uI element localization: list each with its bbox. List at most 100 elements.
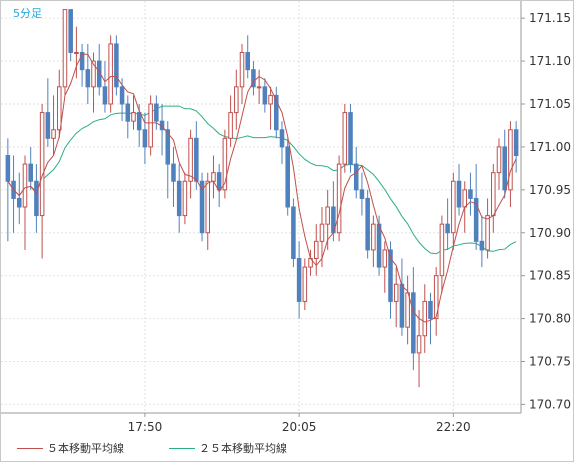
- candle-body-down: [359, 189, 365, 199]
- candle-body-down: [194, 137, 199, 182]
- legend-label-ma5: ５本移動平均線: [47, 442, 124, 455]
- candle-body-up: [148, 103, 153, 148]
- candle-body-up: [91, 60, 96, 88]
- candle-body-up: [422, 300, 428, 337]
- candle-body-down: [468, 189, 473, 199]
- grid-lines: [1, 1, 521, 413]
- candle-body-up: [302, 266, 308, 302]
- candle-body-down: [165, 129, 171, 165]
- legend-item-ma25: ２５本移動平均線: [169, 440, 287, 456]
- y-tick-label: 170.90: [529, 226, 571, 240]
- candle-body-down: [502, 146, 507, 191]
- candle-body-up: [496, 146, 502, 174]
- candle-body-down: [296, 258, 302, 302]
- candle-body-down: [388, 249, 393, 302]
- candle-body-up: [393, 283, 399, 302]
- candle-body-down: [17, 197, 22, 208]
- candle-body-down: [125, 103, 131, 122]
- candle-body-down: [119, 86, 125, 105]
- candle-body-up: [256, 86, 262, 89]
- candle-body-down: [176, 180, 182, 217]
- y-tick-label: 170.75: [529, 355, 571, 369]
- candle-body-up: [234, 86, 239, 114]
- candle-body-up: [22, 163, 28, 208]
- y-tick-label: 171.15: [529, 11, 571, 25]
- y-tick-label: 170.80: [529, 312, 571, 326]
- candle-body-up: [491, 172, 496, 217]
- x-tick-label: 22:20: [436, 420, 471, 434]
- candle-body-down: [136, 112, 142, 131]
- candles: [5, 9, 519, 388]
- candle-body-up: [188, 137, 193, 182]
- candle-body-down: [348, 112, 353, 165]
- y-tick-label: 171.05: [529, 97, 571, 111]
- candle-body-up: [228, 112, 233, 139]
- candle-body-up: [211, 172, 216, 182]
- candle-body-up: [313, 240, 319, 259]
- ma5-series: [7, 53, 517, 323]
- candle-body-down: [199, 180, 205, 234]
- timeframe-label: 5分足: [13, 7, 42, 20]
- candle-body-up: [56, 86, 62, 131]
- candle-body-down: [28, 163, 33, 182]
- candle-body-down: [353, 163, 359, 191]
- candle-body-up: [319, 223, 325, 242]
- candle-body-up: [451, 180, 456, 234]
- candle-body-up: [405, 292, 410, 328]
- y-axis-ticks: 171.15 171.10 171.05 171.00 170.95 170.90 170.…: [521, 11, 571, 411]
- candle-body-down: [262, 86, 268, 105]
- candle-body-up: [239, 52, 245, 88]
- legend-label-ma25: ２５本移動平均線: [199, 442, 287, 455]
- candle-body-down: [79, 52, 85, 71]
- candle-body-up: [325, 206, 330, 225]
- candle-body-down: [285, 146, 290, 208]
- candle-body-down: [102, 86, 108, 105]
- candle-body-up: [462, 189, 468, 208]
- candle-body-down: [274, 94, 279, 131]
- candle-body-up: [485, 215, 490, 251]
- candle-body-down: [411, 292, 416, 354]
- ma25-line: [7, 105, 517, 255]
- candle-body-down: [279, 129, 285, 148]
- candle-body-down: [428, 300, 433, 320]
- candle-body-down: [171, 163, 176, 182]
- candle-body-up: [108, 43, 113, 105]
- candle-body-up: [74, 52, 79, 54]
- ma25-series: [7, 105, 517, 255]
- legend-item-ma5: ５本移動平均線: [17, 440, 124, 456]
- x-tick-label: 20:05: [282, 420, 317, 434]
- candle-body-up: [336, 163, 342, 234]
- candle-body-down: [154, 103, 159, 122]
- candle-body-down: [365, 197, 370, 251]
- candle-body-down: [5, 155, 11, 182]
- candle-body-up: [382, 249, 388, 268]
- x-axis-ticks: 17:50 20:05 22:20: [128, 413, 471, 434]
- candle-body-down: [445, 223, 450, 234]
- candle-body-down: [45, 112, 51, 139]
- candle-body-up: [268, 94, 273, 105]
- candle-body-down: [114, 43, 119, 88]
- y-tick-label: 171.00: [529, 140, 571, 154]
- candle-body-down: [216, 172, 222, 191]
- candle-body-up: [433, 275, 439, 320]
- candle-body-down: [399, 283, 405, 328]
- candle-body-up: [416, 335, 422, 354]
- y-tick-label: 170.85: [529, 269, 571, 283]
- candle-body-down: [251, 69, 256, 88]
- ma5-line: [7, 53, 517, 323]
- candle-body-down: [291, 206, 296, 259]
- candle-body-down: [456, 180, 462, 208]
- candle-body-up: [51, 129, 56, 139]
- candle-body-up: [62, 9, 68, 88]
- candle-body-down: [85, 69, 91, 88]
- candle-body-up: [182, 180, 188, 217]
- candle-body-down: [479, 240, 485, 251]
- y-tick-label: 171.10: [529, 54, 571, 68]
- y-tick-label: 170.70: [529, 397, 571, 411]
- candle-body-down: [142, 129, 148, 148]
- candle-body-down: [513, 129, 519, 156]
- candle-body-down: [473, 197, 479, 242]
- x-tick-label: 17:50: [128, 420, 163, 434]
